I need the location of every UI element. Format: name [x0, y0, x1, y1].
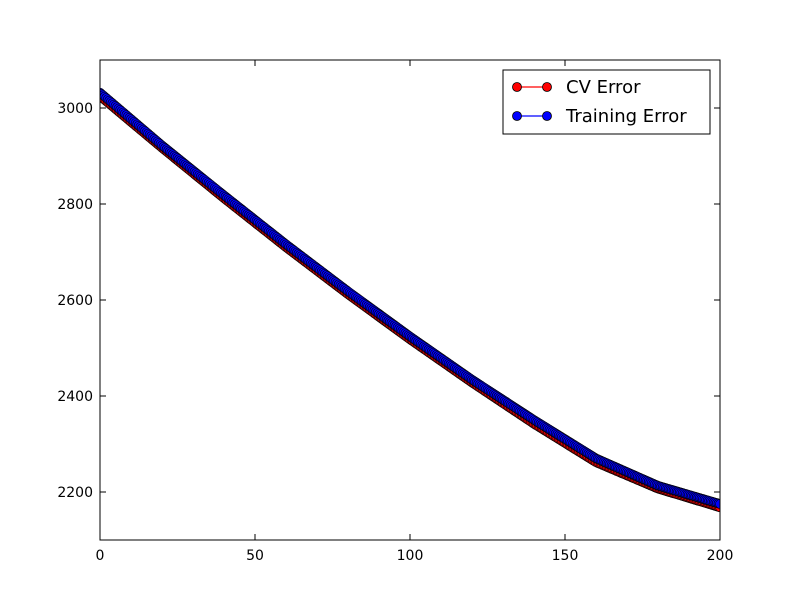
legend-training-label: Training Error — [565, 106, 687, 127]
y-tick-label: 2400 — [57, 389, 93, 405]
plot-area — [99, 59, 721, 541]
legend-item-training-error: Training Error — [512, 106, 687, 127]
series-training-error — [100, 87, 720, 509]
x-tick-label: 200 — [707, 548, 734, 564]
legend-cv-marker-left — [512, 82, 522, 92]
plot-background — [100, 60, 720, 540]
y-axis: 2200 2400 2600 2800 3000 — [57, 101, 720, 501]
x-tick-label: 100 — [397, 548, 424, 564]
legend-training-marker-right — [542, 111, 552, 121]
y-tick-label: 2600 — [57, 293, 93, 309]
y-tick-label: 2200 — [57, 485, 93, 501]
x-tick-label: 50 — [246, 548, 264, 564]
legend-cv-marker-right — [542, 82, 552, 92]
legend-cv-label: CV Error — [566, 77, 641, 98]
legend-box — [502, 69, 711, 135]
x-axis: 0 50 100 150 200 — [96, 60, 734, 564]
x-tick-label: 150 — [552, 548, 579, 564]
legend-item-cv-error: CV Error — [512, 77, 641, 98]
legend-training-marker-left — [512, 111, 522, 121]
y-tick-label: 2800 — [57, 197, 93, 213]
data-point — [715, 499, 720, 509]
legend: CV Error Training Error — [502, 69, 711, 135]
series-layer — [100, 87, 720, 513]
x-tick-label: 0 — [96, 548, 105, 564]
y-tick-label: 3000 — [57, 101, 93, 117]
